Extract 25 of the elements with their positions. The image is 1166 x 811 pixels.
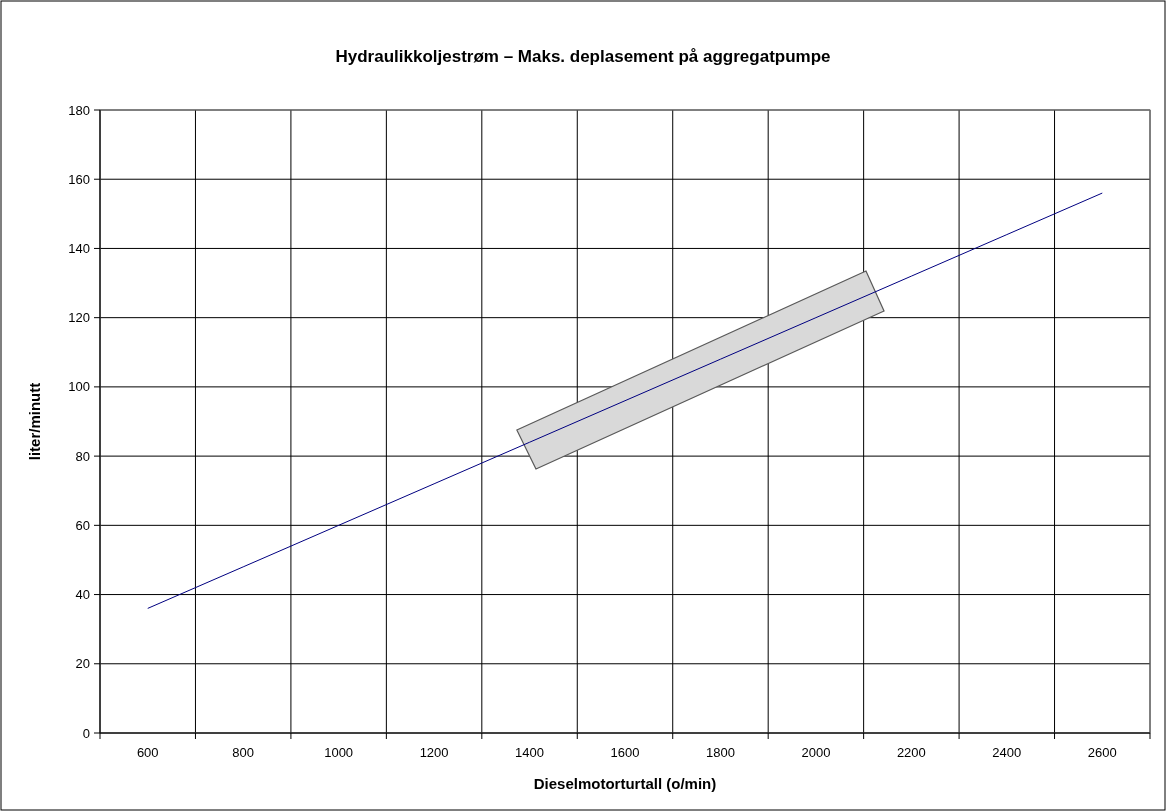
x-tick-label: 1600 [610,745,640,760]
x-tick-label: 2400 [992,745,1022,760]
x-tick-label: 2600 [1087,745,1117,760]
x-tick-label: 2200 [896,745,926,760]
y-tick-label: 20 [75,656,90,672]
x-tick-label: 2000 [801,745,831,760]
y-tick-label: 60 [75,517,90,533]
line-series [147,192,1103,609]
chart-title: Hydraulikkoljestrøm – Maks. deplasement på aggregatpumpe [335,47,831,66]
x-tick-label: 600 [136,745,159,760]
x-tick-label: 800 [232,745,255,760]
x-axis-title: Dieselmotorturtall (o/min) [533,775,717,792]
y-tick-label: 160 [68,171,90,187]
y-tick-label: 120 [68,310,90,326]
y-tick-label: 0 [82,725,90,741]
y-tick-label: 40 [75,587,90,603]
x-tick-label: 1000 [324,745,354,760]
x-tick-label: 1200 [419,745,449,760]
y-tick-label: 180 [68,102,90,118]
x-tick-label: 1800 [705,745,735,760]
y-tick-label: 80 [75,448,90,464]
y-tick-label: 140 [68,240,90,256]
y-tick-label: 100 [68,379,90,395]
x-tick-label: 1400 [515,745,545,760]
y-axis-title: liter/minutt [26,382,43,461]
